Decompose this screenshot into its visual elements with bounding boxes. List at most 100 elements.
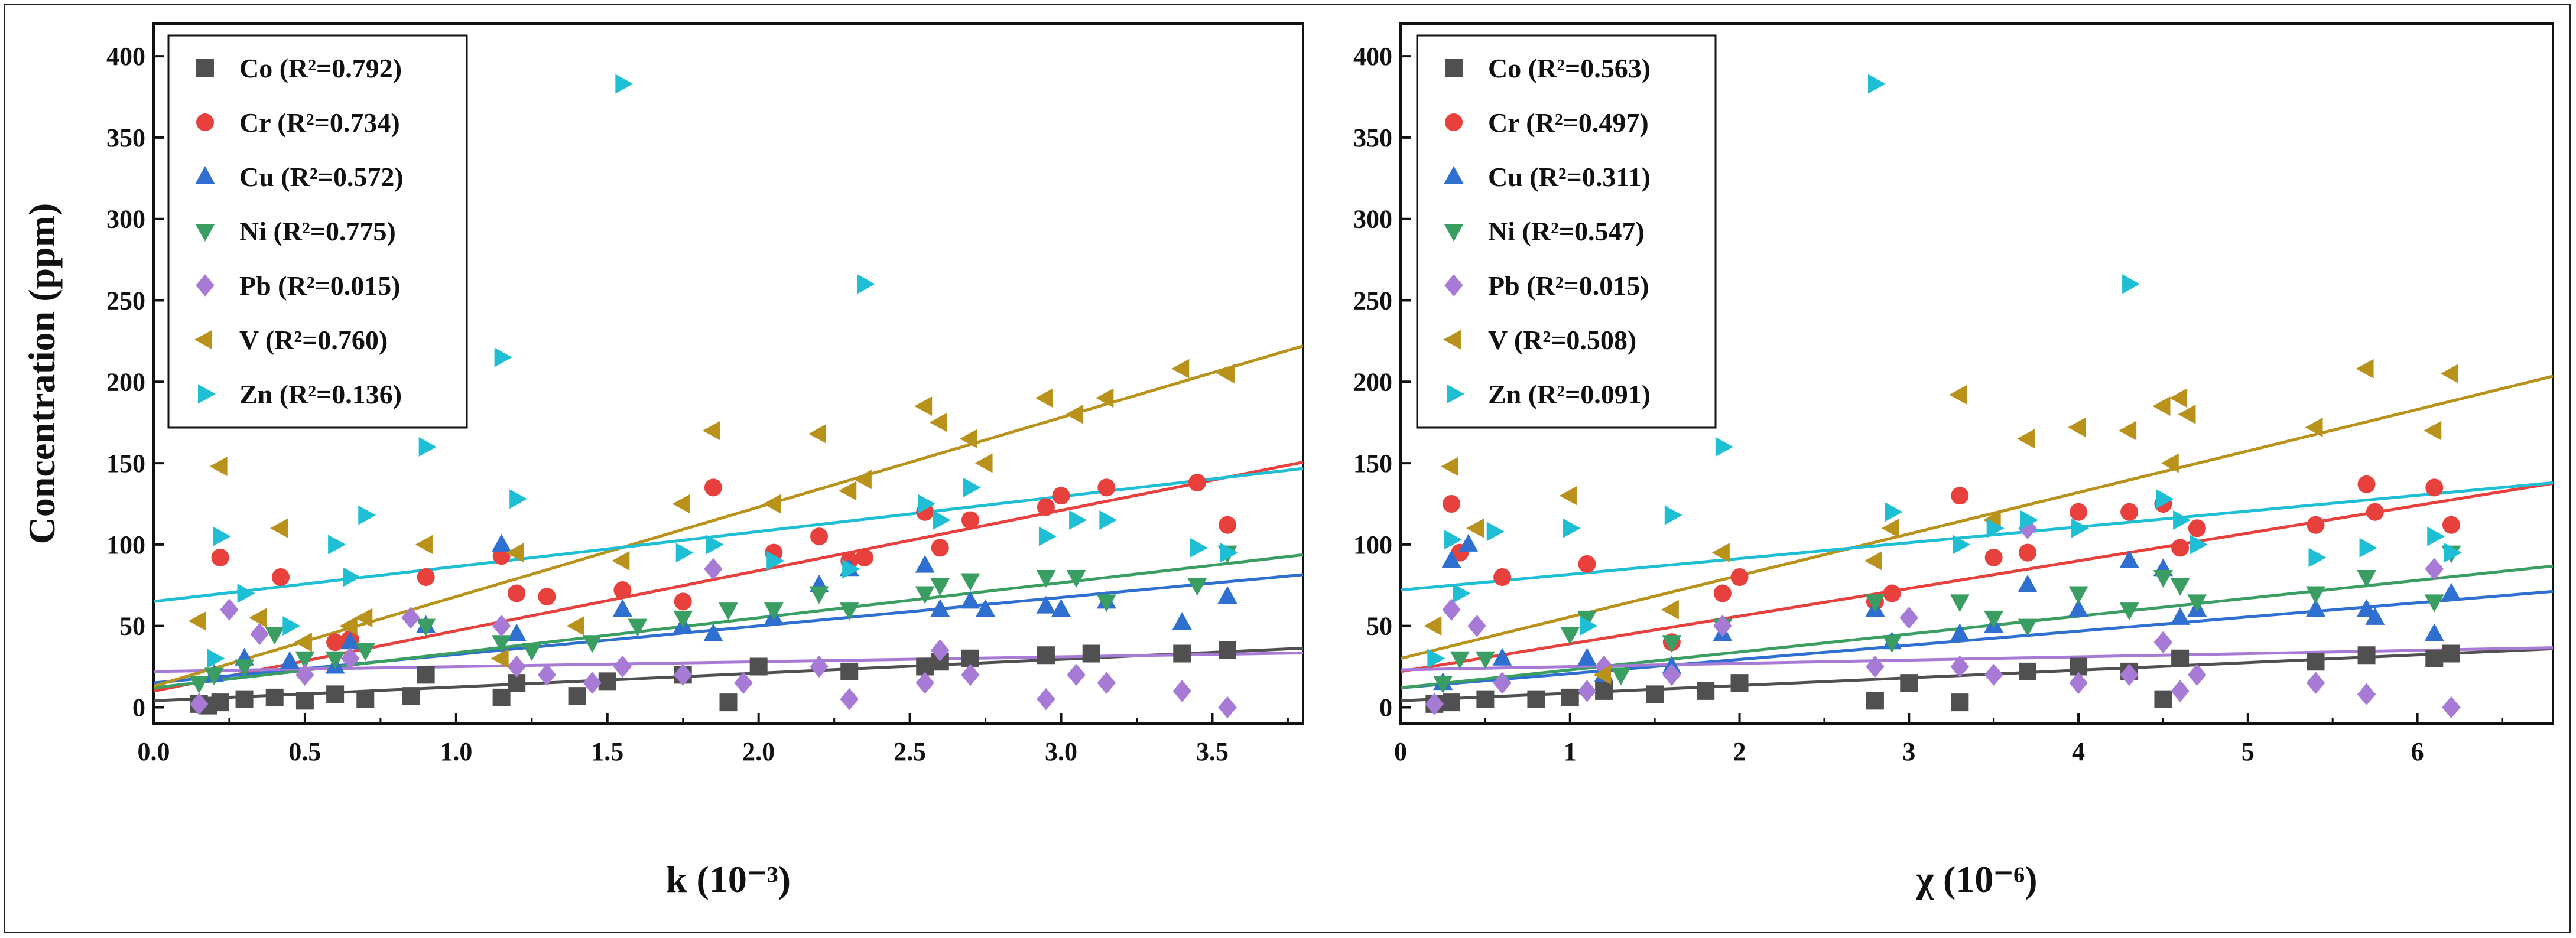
legend: Co (R²=0.563) Cr (R²=0.497) Cu (R²=0.311) N…: [1416, 34, 1717, 429]
point-pb: [1467, 614, 1486, 637]
point-cr: [1219, 516, 1237, 534]
x-tick-label: 1: [1564, 737, 1577, 766]
legend-marker-zn: [198, 384, 216, 404]
point-co: [1476, 690, 1495, 708]
point-cr: [1188, 474, 1206, 492]
point-zn: [706, 535, 724, 555]
point-ni: [915, 586, 935, 604]
point-v: [506, 543, 524, 563]
point-co: [2425, 649, 2444, 667]
point-v: [929, 412, 947, 432]
point-zn: [1580, 616, 1598, 636]
point-ni: [2424, 594, 2444, 613]
series-zn: [207, 74, 1239, 669]
point-cr: [1493, 568, 1512, 586]
point-co: [1866, 692, 1884, 710]
point-cr: [613, 581, 632, 600]
point-pb: [1950, 655, 1970, 678]
point-cu: [2170, 607, 2190, 625]
point-v: [2161, 453, 2179, 473]
point-v: [1096, 388, 1114, 408]
point-zn: [2173, 510, 2191, 530]
point-ni: [295, 651, 315, 669]
point-v: [1066, 404, 1084, 424]
point-cr: [211, 548, 229, 566]
legend-marker-co: [196, 59, 214, 77]
point-zn: [343, 567, 361, 587]
point-zn: [842, 559, 860, 579]
point-pb: [961, 663, 980, 686]
point-co: [840, 662, 859, 680]
point-zn: [358, 505, 376, 525]
y-tick-label: 400: [106, 42, 145, 71]
point-ni: [628, 618, 648, 637]
point-co: [508, 674, 526, 692]
point-v: [209, 457, 228, 477]
legend-marker-cr: [196, 113, 214, 131]
point-zn: [2359, 538, 2377, 558]
point-cr: [704, 478, 722, 497]
point-v: [853, 470, 872, 490]
point-cr: [2425, 478, 2444, 497]
point-v: [672, 494, 690, 514]
point-cu: [280, 651, 300, 669]
point-cr: [2442, 516, 2460, 534]
point-v: [339, 616, 358, 636]
point-cu: [1172, 612, 1192, 630]
point-ni: [265, 627, 285, 645]
series-cr: [1443, 475, 2460, 652]
point-ni: [1865, 594, 1885, 613]
x-tick-label: 1.5: [591, 737, 623, 766]
point-cr: [1443, 494, 1461, 513]
point-zn: [1953, 535, 1971, 555]
y-tick-label: 300: [106, 205, 145, 234]
legend-label-pb: Pb (R²=0.015): [239, 271, 401, 301]
point-ni: [839, 602, 859, 621]
point-v: [249, 608, 267, 628]
point-ni: [719, 602, 738, 621]
point-ni: [522, 643, 542, 661]
point-zn: [1563, 518, 1581, 538]
point-cr: [2357, 475, 2376, 493]
legend-marker-pb: [1444, 274, 1463, 297]
point-co: [1646, 685, 1664, 704]
point-zn: [2308, 548, 2327, 568]
point-ni: [355, 643, 375, 661]
point-co: [961, 649, 979, 667]
point-zn: [1220, 543, 1239, 563]
y-tick-label: 50: [1366, 612, 1392, 641]
point-zn: [509, 489, 528, 509]
point-v: [490, 649, 509, 669]
series-pb: [1425, 517, 2461, 719]
point-cu: [1492, 647, 1512, 666]
point-v: [959, 429, 977, 449]
plot-area: [152, 22, 1304, 725]
point-pb: [1442, 598, 1461, 621]
point-co: [749, 657, 768, 676]
point-cu: [1217, 586, 1237, 604]
point-cr: [674, 592, 692, 611]
point-v: [1711, 543, 1730, 563]
point-cu: [930, 599, 950, 617]
point-cu: [2424, 623, 2444, 641]
legend-marker-v: [194, 330, 212, 350]
legend-marker-cu: [195, 166, 215, 184]
point-pb: [2069, 672, 2088, 694]
plot-area: [1399, 22, 2554, 725]
point-co: [211, 693, 229, 712]
x-tick-label: 2.5: [894, 737, 926, 766]
point-v: [763, 494, 781, 514]
point-cr: [2188, 519, 2206, 538]
point-co: [598, 672, 616, 691]
x-tick-label: 6: [2411, 737, 2424, 766]
point-zn: [933, 510, 951, 530]
series-ni: [189, 545, 1237, 694]
point-cr: [417, 568, 435, 586]
point-pb: [704, 558, 723, 580]
point-pb: [1984, 663, 2003, 686]
point-cu: [506, 623, 527, 641]
point-zn: [1867, 74, 1886, 94]
legend-label-v: V (R²=0.508): [1488, 325, 1636, 355]
point-v: [1424, 616, 1442, 636]
point-ni: [1450, 651, 1470, 669]
